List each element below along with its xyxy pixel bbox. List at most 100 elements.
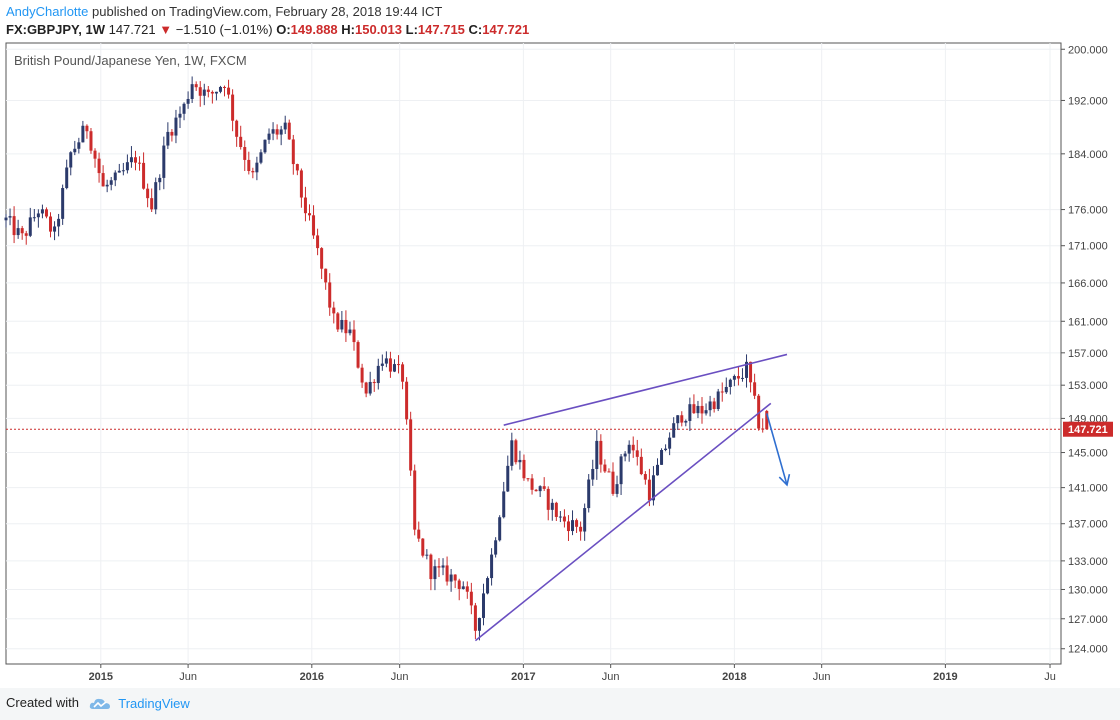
candle-body (97, 158, 101, 174)
candle-body (129, 157, 133, 163)
candle-body (239, 136, 243, 148)
candle-body (425, 554, 429, 556)
candle-body (356, 342, 360, 368)
candle-body (198, 87, 202, 96)
candle-body (562, 516, 566, 522)
candle-body (279, 129, 283, 135)
y-axis: 200.000 192.000 184.000 176.000 171.000 166.0… (1060, 43, 1108, 664)
candle-body (490, 554, 494, 579)
candle-body (477, 617, 481, 631)
candle-body (336, 313, 340, 330)
chart-frame (5, 42, 1062, 665)
y-tick-label: 130.000 (1068, 584, 1108, 596)
candle-body (437, 566, 441, 568)
candle-body (728, 379, 732, 387)
candle-body (223, 86, 227, 88)
candle-body (190, 84, 194, 99)
candle-body (453, 574, 457, 581)
y-tick-label: 153.000 (1068, 380, 1108, 392)
grid (6, 43, 1061, 664)
candle-body (631, 444, 635, 451)
tradingview-cloud-icon (89, 698, 110, 709)
candle-body (583, 508, 587, 532)
candle-body (138, 162, 142, 164)
candle-body (522, 459, 526, 479)
author-link[interactable]: AndyCharlotte (6, 4, 89, 19)
x-tick-label: Jun (602, 671, 620, 683)
candle-body (77, 142, 81, 149)
price-chart[interactable]: 200.000 192.000 184.000 176.000 171.000 166.0… (0, 42, 1120, 688)
candle-body (372, 381, 376, 384)
candle-body (550, 502, 554, 510)
footer: Created with TradingView (0, 688, 1120, 720)
candle-body (81, 125, 85, 143)
candle-body (749, 361, 753, 383)
tradingview-brand-link[interactable]: TradingView (118, 696, 190, 712)
candle-body (307, 213, 311, 216)
x-tick-label: Ju (1044, 671, 1056, 683)
candle-body (89, 131, 93, 151)
last-price-tag: 147.721 (1063, 421, 1113, 437)
drawings[interactable] (474, 353, 791, 642)
candle-body (668, 437, 672, 449)
candle-body (461, 586, 465, 589)
candle-body (397, 364, 401, 366)
candle-body (534, 489, 538, 492)
y-tick-label: 200.000 (1068, 44, 1108, 56)
low-label: L: (405, 22, 418, 37)
candle-body (40, 209, 44, 214)
x-tick-label: 2016 (300, 671, 324, 683)
candle-body (765, 410, 769, 430)
candle-body (571, 520, 575, 532)
candle-body (554, 502, 558, 517)
candle-body (154, 182, 158, 210)
candle-body (401, 364, 405, 382)
y-tick-label: 141.000 (1068, 483, 1108, 495)
candle-body (303, 197, 307, 214)
candle-body (93, 150, 97, 159)
candle-body (150, 198, 154, 210)
chart-header: AndyCharlotte published on TradingView.c… (0, 0, 1120, 42)
candle-body (696, 405, 700, 414)
candle-body (32, 217, 36, 219)
candle-body (688, 404, 692, 421)
candle-body (186, 98, 190, 104)
candle-body (57, 218, 61, 227)
x-tick-label: 2015 (89, 671, 113, 683)
candle-body (283, 122, 287, 130)
created-with-label: Created with (6, 695, 79, 710)
candle-body (546, 488, 550, 510)
candle-body (724, 386, 728, 393)
candle-body (660, 450, 664, 465)
candle-body (328, 282, 332, 308)
candle-body (24, 233, 28, 236)
y-tick-label: 192.000 (1068, 95, 1108, 107)
price-change: −1.510 (−1.01%) (175, 22, 273, 37)
candle-body (16, 228, 20, 236)
candle-body (202, 89, 206, 96)
x-tick-label: Jun (391, 671, 409, 683)
candle-body (566, 521, 570, 532)
close-value: 147.721 (482, 22, 530, 37)
candles (4, 76, 769, 641)
candle-body (259, 152, 263, 163)
candle-body (530, 478, 534, 490)
candle-body (125, 162, 129, 171)
candle-body (174, 117, 178, 136)
candle-body (704, 410, 708, 414)
open-value: 149.888 (290, 22, 338, 37)
candle-body (251, 170, 255, 173)
candle-body (639, 456, 643, 475)
candle-body (761, 428, 765, 430)
candle-body (121, 170, 125, 172)
candle-body (101, 173, 105, 187)
candle-body (12, 216, 16, 236)
candle-body (28, 217, 32, 236)
candle-body (364, 382, 368, 394)
candle-body (340, 319, 344, 330)
candle-body (712, 401, 716, 410)
candle-body (429, 554, 433, 580)
candle-body (117, 170, 121, 173)
candle-body (603, 464, 607, 472)
y-tick-label: 157.000 (1068, 348, 1108, 360)
